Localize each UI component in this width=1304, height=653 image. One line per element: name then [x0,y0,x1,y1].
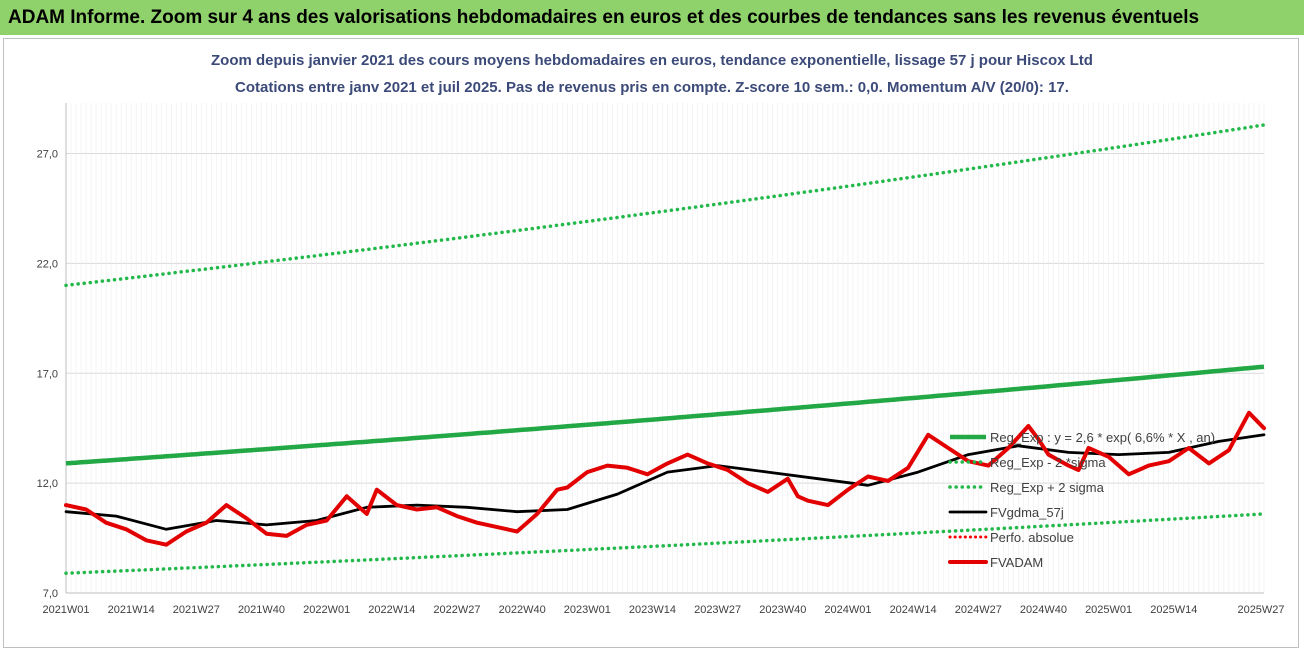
series-fvadam [64,410,1266,547]
y-tick-label: 7,0 [43,588,58,600]
x-tick-label: 2021W40 [238,604,285,616]
x-tick-label: 2022W27 [433,604,480,616]
legend-entry: FVgdma_57j [990,505,1064,520]
series-reg-exp-y-2-6-exp-6-6-x-an [65,364,1265,466]
chart-subtitle: Cotations entre janv 2021 et juil 2025. … [235,79,1069,96]
x-tick-label: 2023W40 [759,604,806,616]
series-lines [64,123,1266,575]
x-tick-label: 2023W01 [564,604,611,616]
legend-entry: FVADAM [990,555,1043,570]
x-tick-label: 2025W14 [1150,604,1197,616]
x-tick-label: 2022W01 [303,604,350,616]
x-tick-label: 2021W14 [108,604,155,616]
x-tick-label: 2022W40 [499,604,546,616]
series-reg-exp-2-sigma [64,512,1266,575]
chart-frame [3,38,1299,648]
x-tick-label: 2024W14 [890,604,937,616]
x-tick-label: 2022W14 [368,604,415,616]
x-tick-label: 2021W01 [42,604,89,616]
x-tick-label: 2024W27 [955,604,1002,616]
chart-title: Zoom depuis janvier 2021 des cours moyen… [211,52,1093,69]
y-tick-label: 22,0 [37,258,58,270]
x-tick-label: 2025W27 [1237,604,1284,616]
legend-entry: Reg_Exp : y = 2,6 * exp( 6,6% * X , an) [990,430,1215,445]
series-fvgdma-57j [64,433,1266,531]
y-tick-label: 17,0 [37,368,58,380]
series-reg-exp-2-sigma [64,123,1266,288]
y-axis-ticks: 7,0 12,0 17,0 22,0 27,0 [37,149,58,600]
x-tick-label: 2023W14 [629,604,676,616]
y-tick-label: 12,0 [37,478,58,490]
legend-entry: Reg_Exp - 2 *sigma [990,455,1106,470]
x-tick-label: 2024W40 [1020,604,1067,616]
x-tick-label: 2025W01 [1085,604,1132,616]
legend: Reg_Exp : y = 2,6 * exp( 6,6% * X , an) R… [948,430,1215,570]
x-tick-label: 2024W01 [824,604,871,616]
legend-entry: Perfo. absolue [990,530,1074,545]
x-axis-ticks: 2021W01 2021W14 2021W27 2021W40 2022W01 2022W… [42,604,1284,616]
legend-entry: Reg_Exp + 2 sigma [990,480,1105,495]
x-tick-label: 2023W27 [694,604,741,616]
report-banner: ADAM Informe. Zoom sur 4 ans des valoris… [0,0,1304,35]
x-tick-label: 2021W27 [173,604,220,616]
y-tick-label: 27,0 [37,149,58,161]
